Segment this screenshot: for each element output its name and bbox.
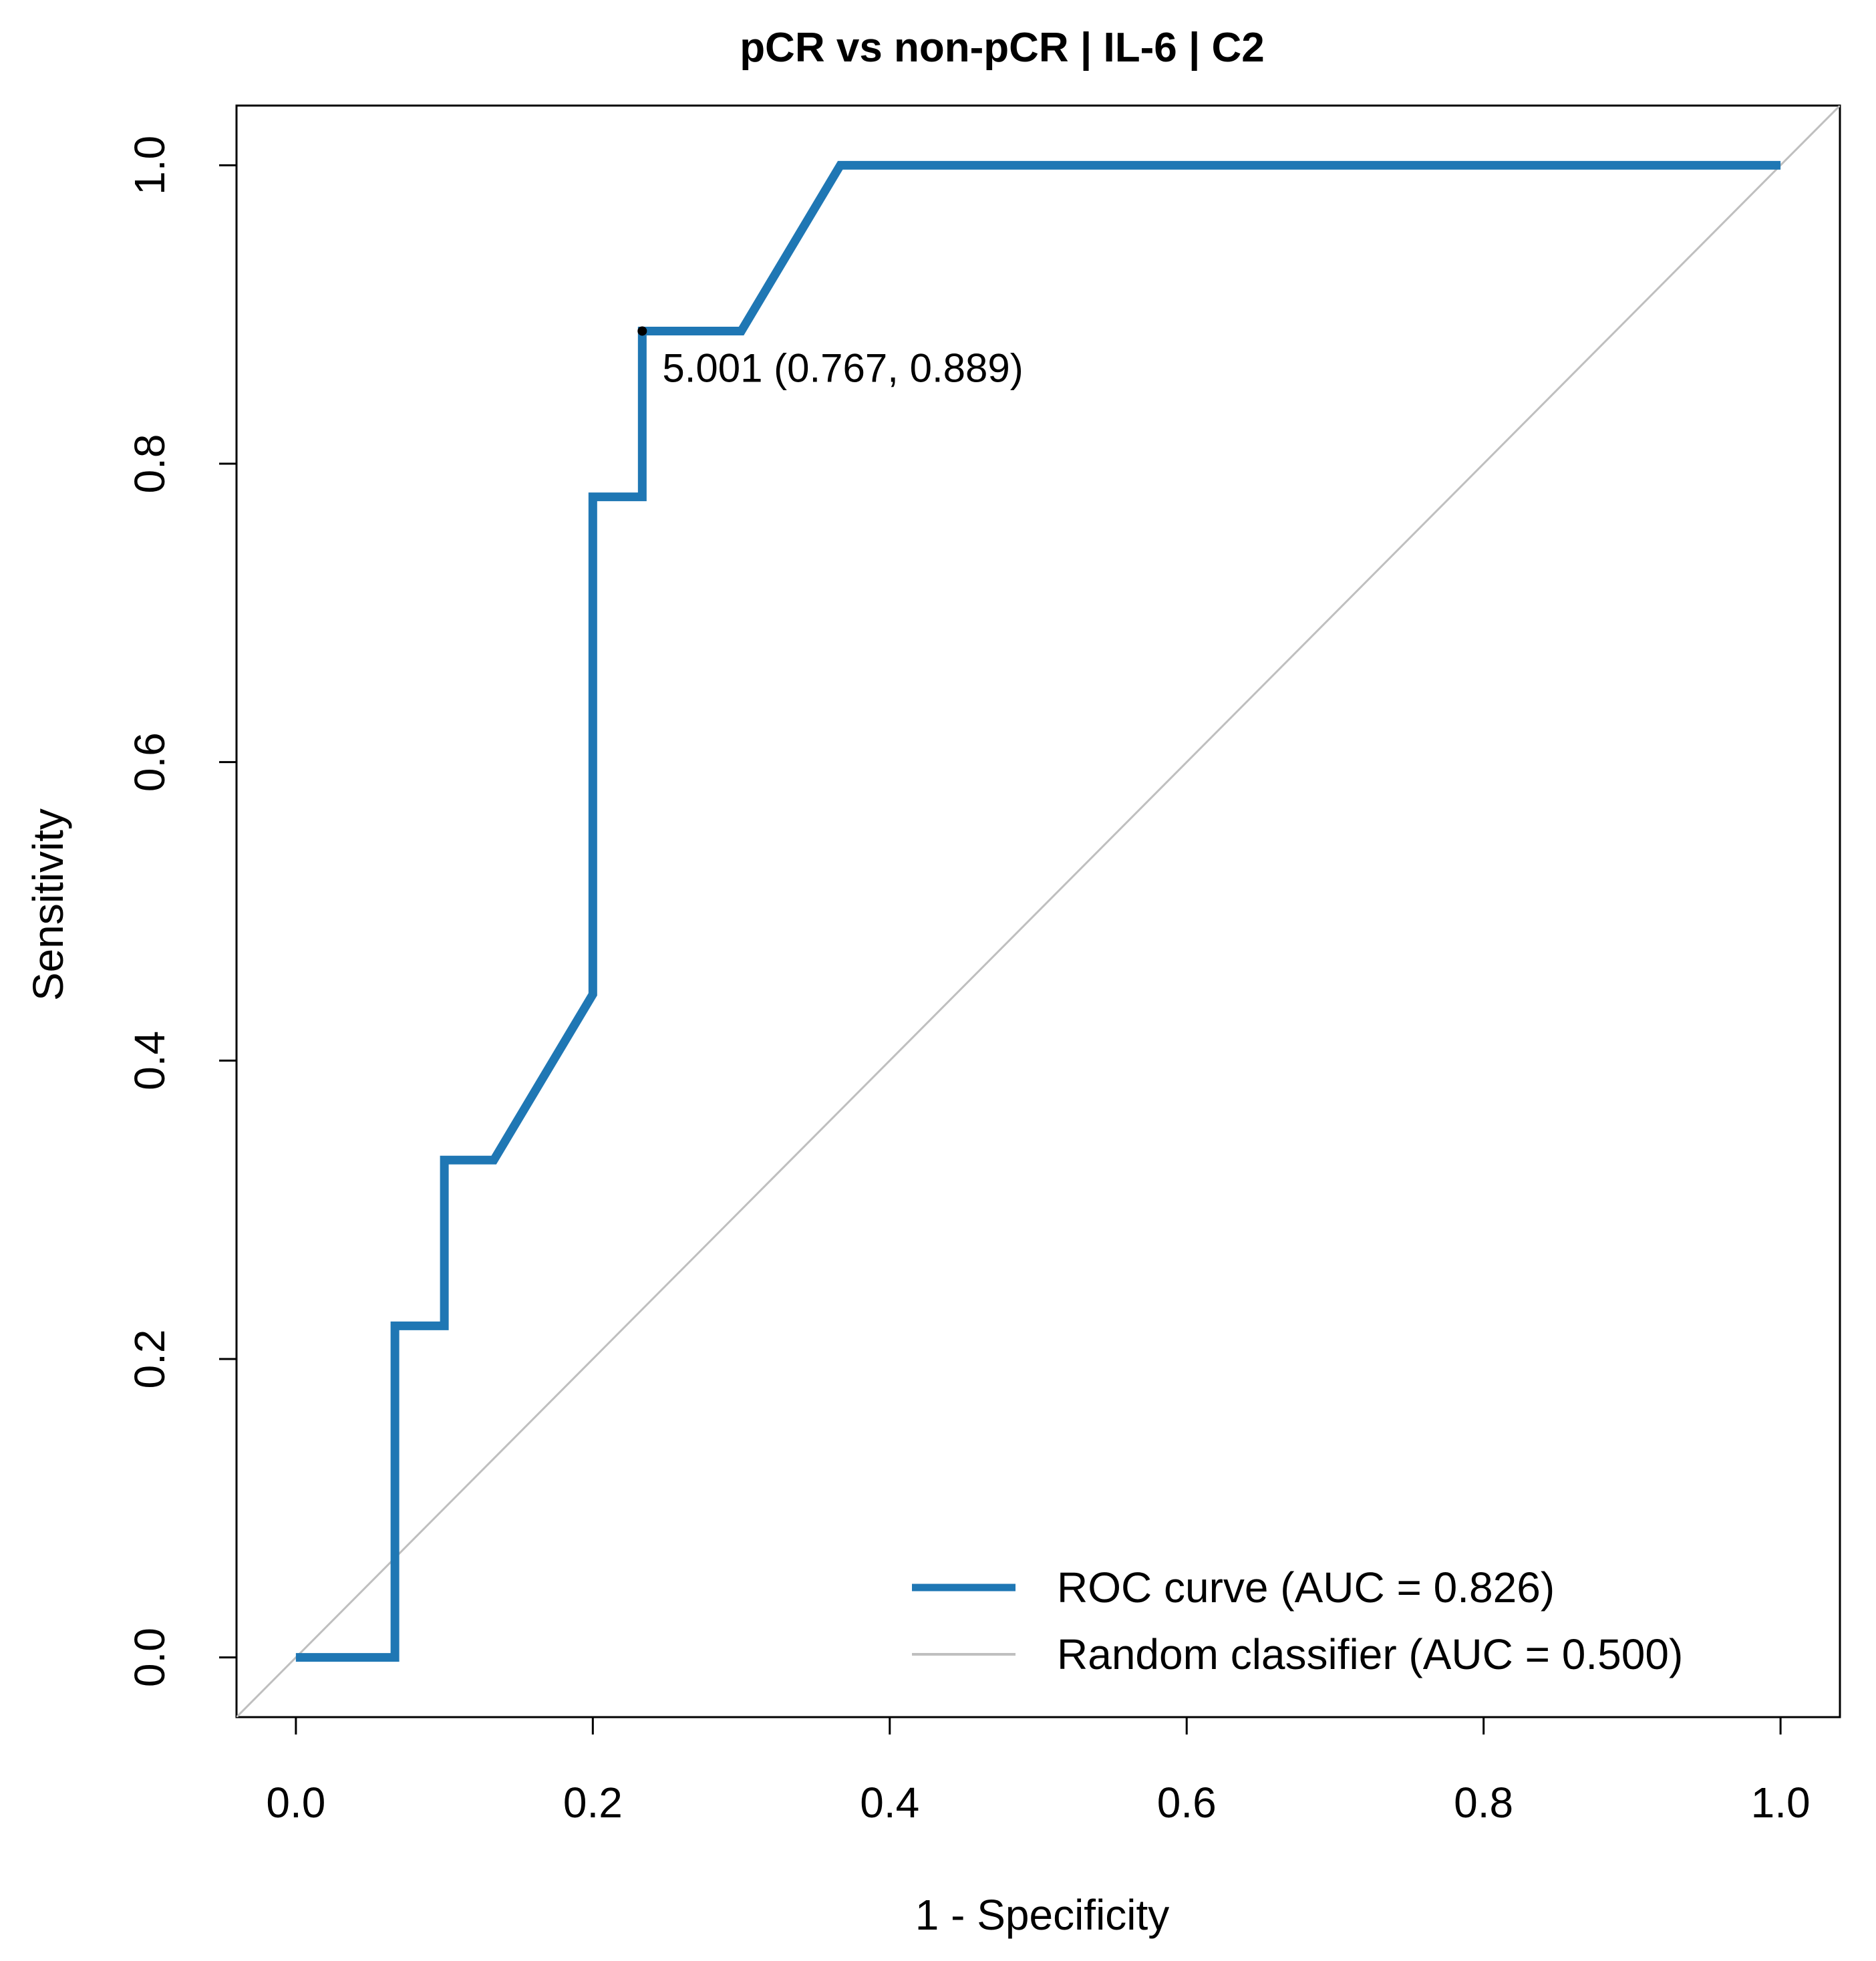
x-tick-label: 0.2 bbox=[563, 1779, 623, 1827]
threshold-label: 5.001 (0.767, 0.889) bbox=[662, 345, 1023, 390]
roc-curve-line bbox=[295, 160, 1781, 1662]
y-axis-label: Sensitivity bbox=[24, 808, 72, 1001]
legend-roc-label: ROC curve (AUC = 0.826) bbox=[1057, 1563, 1555, 1612]
y-tick-label: 1.0 bbox=[126, 136, 174, 195]
y-tick-label: 0.4 bbox=[126, 1031, 174, 1090]
threshold-point bbox=[637, 326, 647, 336]
y-tick-label: 0.0 bbox=[126, 1628, 174, 1687]
annotation: 5.001 (0.767, 0.889) bbox=[637, 326, 1024, 390]
legend-random-label: Random classifier (AUC = 0.500) bbox=[1057, 1630, 1683, 1678]
chart-title: pCR vs non-pCR | IL-6 | C2 bbox=[740, 25, 1265, 71]
x-tick-label: 0.6 bbox=[1157, 1779, 1217, 1827]
series-group bbox=[237, 106, 1840, 1717]
y-tick-label: 0.2 bbox=[126, 1330, 174, 1389]
x-tick-label: 1.0 bbox=[1751, 1779, 1811, 1827]
y-tick-label: 0.8 bbox=[126, 434, 174, 494]
x-tick-label: 0.4 bbox=[860, 1779, 919, 1827]
axes: 0.0 0.2 0.4 0.6 0.8 1.0 0.0 0.2 0.4 0.6 0.8 1.0 bbox=[126, 136, 1811, 1827]
x-tick-label: 0.0 bbox=[266, 1779, 325, 1827]
random-classifier-line bbox=[237, 106, 1840, 1717]
x-tick-label: 0.8 bbox=[1454, 1779, 1513, 1827]
x-axis-label: 1 - Specificity bbox=[915, 1891, 1170, 1939]
legend: ROC curve (AUC = 0.826) Random classifier… bbox=[912, 1563, 1683, 1678]
y-tick-label: 0.6 bbox=[126, 732, 174, 792]
